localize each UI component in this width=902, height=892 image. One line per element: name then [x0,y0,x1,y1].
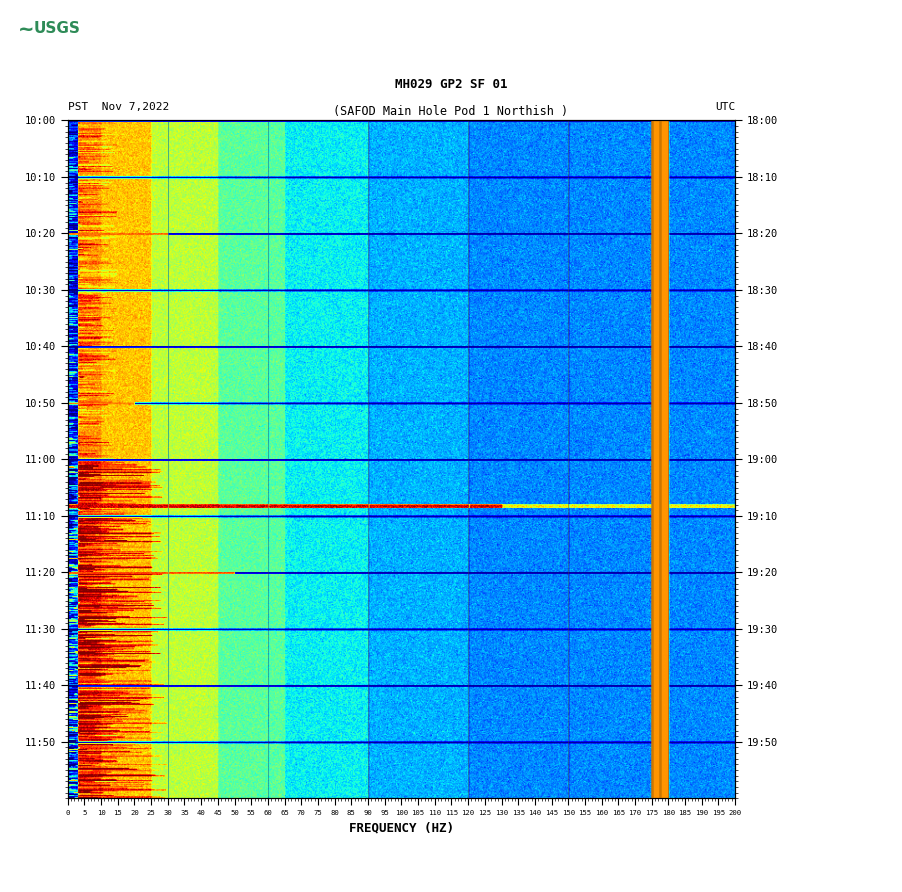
Text: UTC: UTC [715,102,735,112]
Text: MH029 GP2 SF 01: MH029 GP2 SF 01 [395,78,507,91]
Text: USGS: USGS [33,21,80,37]
Text: ~: ~ [18,20,34,38]
Text: PST  Nov 7,2022: PST Nov 7,2022 [68,102,169,112]
Text: (SAFOD Main Hole Pod 1 Northish ): (SAFOD Main Hole Pod 1 Northish ) [334,105,568,118]
X-axis label: FREQUENCY (HZ): FREQUENCY (HZ) [349,822,454,835]
